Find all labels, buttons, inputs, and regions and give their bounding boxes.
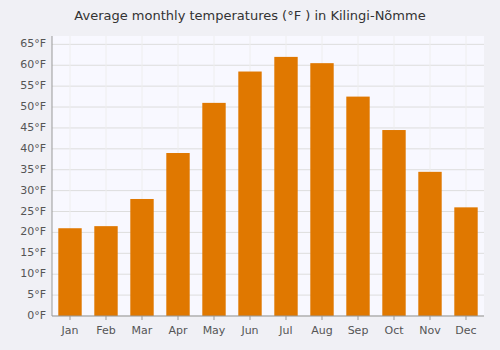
x-tick-label: Nov xyxy=(419,324,441,337)
x-tick xyxy=(466,316,467,320)
x-tick-label: Jul xyxy=(278,324,292,337)
x-tick-label: Apr xyxy=(168,324,188,337)
x-tick xyxy=(142,316,143,320)
x-tick xyxy=(106,316,107,320)
background xyxy=(0,0,500,350)
bar xyxy=(130,199,153,316)
y-tick-label: 5°F xyxy=(27,288,46,301)
title: Average monthly temperatures (°F ) in Ki… xyxy=(74,8,425,23)
x-tick-label: Mar xyxy=(132,324,153,337)
x-tick xyxy=(250,316,251,320)
y-tick-label: 30°F xyxy=(20,184,46,197)
bar xyxy=(274,57,297,316)
y-tick-label: 55°F xyxy=(20,79,46,92)
y-tick-label: 25°F xyxy=(20,205,46,218)
y-grid-line xyxy=(52,65,484,66)
bar xyxy=(418,172,441,316)
x-tick-label: Dec xyxy=(455,324,476,337)
bar xyxy=(310,63,333,316)
y-tick-label: 65°F xyxy=(20,37,46,50)
bar xyxy=(58,228,81,316)
y-grid-line xyxy=(52,127,484,128)
x-tick xyxy=(322,316,323,320)
y-grid-line xyxy=(52,316,484,317)
bar xyxy=(94,226,117,316)
x-tick-label: Sep xyxy=(348,324,369,337)
y-grid-line xyxy=(52,86,484,87)
y-grid-line xyxy=(52,107,484,108)
y-tick-label: 10°F xyxy=(20,267,46,280)
x-tick xyxy=(430,316,431,320)
y-tick-label: 35°F xyxy=(20,163,46,176)
y-tick-label: 60°F xyxy=(20,58,46,71)
x-tick-label: Oct xyxy=(384,324,404,337)
plot-area xyxy=(52,36,484,316)
y-tick-label: 45°F xyxy=(20,121,46,134)
x-tick xyxy=(358,316,359,320)
y-tick-label: 50°F xyxy=(20,100,46,113)
y-grid-line xyxy=(52,148,484,149)
bars xyxy=(58,57,477,316)
bar xyxy=(346,97,369,316)
x-axis-line xyxy=(52,316,484,317)
chart: 0°F 5°F 10°F 15°F 20°F 25°F 30°F 35°F 40°F 45°F 50… xyxy=(0,0,500,350)
x-tick-label: Jun xyxy=(240,324,258,337)
x-tick xyxy=(286,316,287,320)
y-tick-label: 20°F xyxy=(20,225,46,238)
x-tick xyxy=(70,316,71,320)
x-tick xyxy=(178,316,179,320)
y-axis-line xyxy=(52,36,53,316)
bar xyxy=(166,153,189,316)
grid xyxy=(52,36,484,316)
y-grid-line xyxy=(52,44,484,45)
y-tick-label: 40°F xyxy=(20,142,46,155)
bar xyxy=(382,130,405,316)
bar xyxy=(202,103,225,316)
bar xyxy=(454,207,477,316)
y-tick-label: 15°F xyxy=(20,246,46,259)
x-tick-label: Feb xyxy=(96,324,115,337)
x-tick-label: Aug xyxy=(311,324,332,337)
x-tick xyxy=(214,316,215,320)
x-tick-label: Jan xyxy=(61,324,79,337)
x-tick xyxy=(394,316,395,320)
bar xyxy=(238,72,261,316)
y-grid-line xyxy=(52,169,484,170)
x-tick-label: May xyxy=(203,324,226,337)
y-tick-label: 0°F xyxy=(27,309,46,322)
